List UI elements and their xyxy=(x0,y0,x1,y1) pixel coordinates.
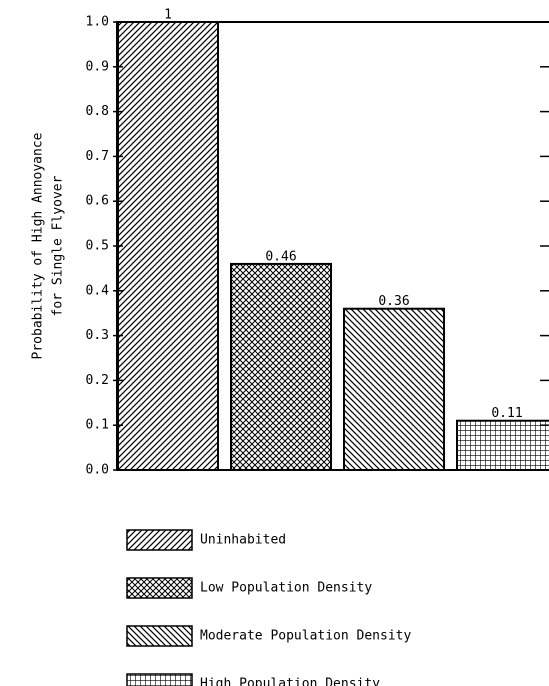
legend-label: High Population Density xyxy=(200,677,380,686)
y-axis-label: Probability of High Annoyance xyxy=(31,132,46,359)
bar xyxy=(343,307,445,471)
bar xyxy=(230,262,332,472)
bar xyxy=(117,21,219,471)
legend-swatch xyxy=(126,577,193,599)
y-tick-label: 0.6 xyxy=(86,194,109,209)
legend-label: Uninhabited xyxy=(200,533,286,548)
y-tick-label: 0.8 xyxy=(86,104,109,119)
y-axis-label: for Single Flyover xyxy=(51,175,66,316)
legend-label: Low Population Density xyxy=(200,581,372,596)
value-label: 1 xyxy=(164,8,172,23)
value-label: 0.36 xyxy=(378,294,409,309)
legend-label: Moderate Population Density xyxy=(200,629,411,644)
y-tick-label: 0.5 xyxy=(86,239,109,254)
y-tick-label: 0.2 xyxy=(86,373,109,388)
value-label: 0.11 xyxy=(491,406,522,421)
legend-swatch xyxy=(126,625,193,647)
bar xyxy=(456,419,549,471)
y-tick-label: 0.0 xyxy=(86,463,109,478)
legend-swatch xyxy=(126,673,193,686)
y-tick-label: 0.4 xyxy=(86,283,110,298)
y-tick-label: 0.7 xyxy=(86,149,109,164)
y-tick-label: 0.1 xyxy=(86,418,109,433)
y-tick-label: 1.0 xyxy=(86,15,109,30)
value-label: 0.46 xyxy=(265,249,296,264)
y-tick-label: 0.3 xyxy=(86,328,109,343)
y-tick-label: 0.9 xyxy=(86,59,109,74)
legend-swatch xyxy=(126,529,193,551)
